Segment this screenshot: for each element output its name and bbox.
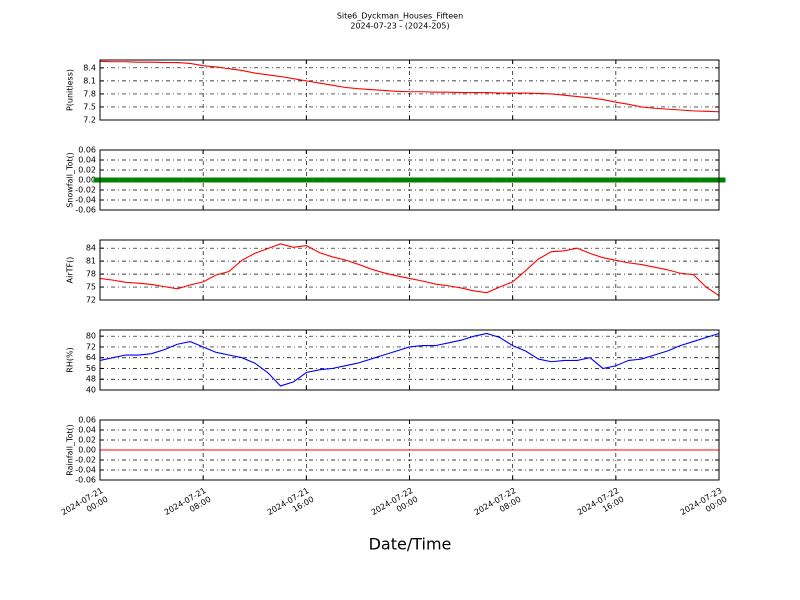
y-tick-label: 72 — [86, 296, 96, 305]
y-tick-label: 8.1 — [83, 76, 96, 85]
data-point — [544, 177, 558, 183]
plot-frame — [99, 329, 720, 391]
y-tick-label: -0.04 — [75, 196, 96, 205]
data-point — [325, 177, 339, 183]
plot-frame — [99, 59, 720, 121]
y-tick-label: 81 — [86, 257, 96, 266]
data-point — [261, 177, 275, 183]
chart-subtitle: 2024-07-23 - (2024-205) — [350, 22, 449, 31]
y-tick-label: -0.02 — [75, 186, 96, 195]
chart-title: Site6_Dyckman_Houses_Fifteen — [337, 12, 463, 21]
y-axis-title: AirTF() — [66, 257, 75, 284]
plot-frame — [99, 149, 720, 211]
data-point — [531, 177, 545, 183]
data-point — [622, 177, 636, 183]
data-point — [648, 177, 662, 183]
data-point — [364, 177, 378, 183]
y-tick-label: 64 — [86, 353, 96, 362]
data-point — [493, 177, 507, 183]
y-axis-title: Snowfall_Tot() — [66, 152, 75, 208]
data-point — [660, 177, 674, 183]
data-point — [170, 177, 184, 183]
data-point — [235, 177, 249, 183]
y-tick-label: 75 — [86, 283, 96, 292]
data-point — [699, 177, 713, 183]
data-point — [209, 177, 223, 183]
data-point — [506, 177, 520, 183]
y-tick-label: 0.00 — [78, 176, 96, 185]
data-point — [132, 177, 146, 183]
y-tick-label: 7.2 — [83, 116, 96, 125]
data-point — [274, 177, 288, 183]
data-point — [557, 177, 571, 183]
data-point — [596, 177, 610, 183]
data-point — [673, 177, 687, 183]
y-tick-label: 80 — [86, 332, 96, 341]
data-point — [183, 177, 197, 183]
data-line — [99, 243, 720, 297]
data-point — [338, 177, 352, 183]
data-point — [119, 177, 133, 183]
data-point — [467, 177, 481, 183]
data-point — [312, 177, 326, 183]
y-tick-label: -0.06 — [75, 476, 96, 485]
y-tick-label: 0.02 — [78, 166, 96, 175]
data-point — [222, 177, 236, 183]
y-tick-label: 48 — [86, 375, 96, 384]
x-axis-title: Date/Time — [369, 535, 452, 554]
data-point — [686, 177, 700, 183]
data-point — [415, 177, 429, 183]
y-tick-label: 40 — [86, 386, 96, 395]
y-tick-label: 0.04 — [78, 426, 96, 435]
y-tick-label: -0.06 — [75, 206, 96, 215]
y-tick-label: 0.02 — [78, 436, 96, 445]
y-tick-label: 7.5 — [83, 102, 96, 111]
data-point — [106, 177, 120, 183]
y-tick-label: 0.06 — [78, 416, 96, 425]
data-point — [299, 177, 313, 183]
data-point — [403, 177, 416, 183]
data-point — [519, 177, 533, 183]
y-tick-label: 78 — [86, 270, 96, 279]
y-tick-label: 72 — [86, 342, 96, 351]
y-tick-label: 0.06 — [78, 146, 96, 155]
data-point — [157, 177, 171, 183]
data-point — [609, 177, 623, 183]
data-point — [286, 177, 300, 183]
data-point — [390, 177, 404, 183]
y-tick-label: 84 — [86, 244, 96, 253]
data-point — [480, 177, 494, 183]
y-axis-title: RH(%) — [66, 347, 75, 372]
y-axis-title: P(unitless) — [66, 69, 75, 111]
data-point — [351, 177, 365, 183]
data-line — [99, 60, 720, 113]
data-point — [441, 177, 455, 183]
y-tick-label: 8.4 — [83, 63, 96, 72]
plot-frame — [99, 239, 720, 301]
data-point — [570, 177, 584, 183]
data-point — [248, 177, 262, 183]
data-point — [196, 177, 210, 183]
y-tick-label: -0.02 — [75, 456, 96, 465]
data-point — [377, 177, 391, 183]
data-point — [635, 177, 649, 183]
y-tick-label: 56 — [86, 364, 96, 373]
y-axis-title: Rainfall_Tot() — [66, 424, 75, 476]
y-tick-label: -0.04 — [75, 466, 96, 475]
y-tick-label: 0.04 — [78, 156, 96, 165]
data-point — [583, 177, 597, 183]
y-tick-label: 0.00 — [78, 446, 96, 455]
data-line — [99, 332, 720, 387]
plot-frame — [99, 419, 720, 481]
data-point — [145, 177, 159, 183]
data-point — [454, 177, 468, 183]
data-point — [428, 177, 442, 183]
y-tick-label: 7.8 — [83, 89, 96, 98]
